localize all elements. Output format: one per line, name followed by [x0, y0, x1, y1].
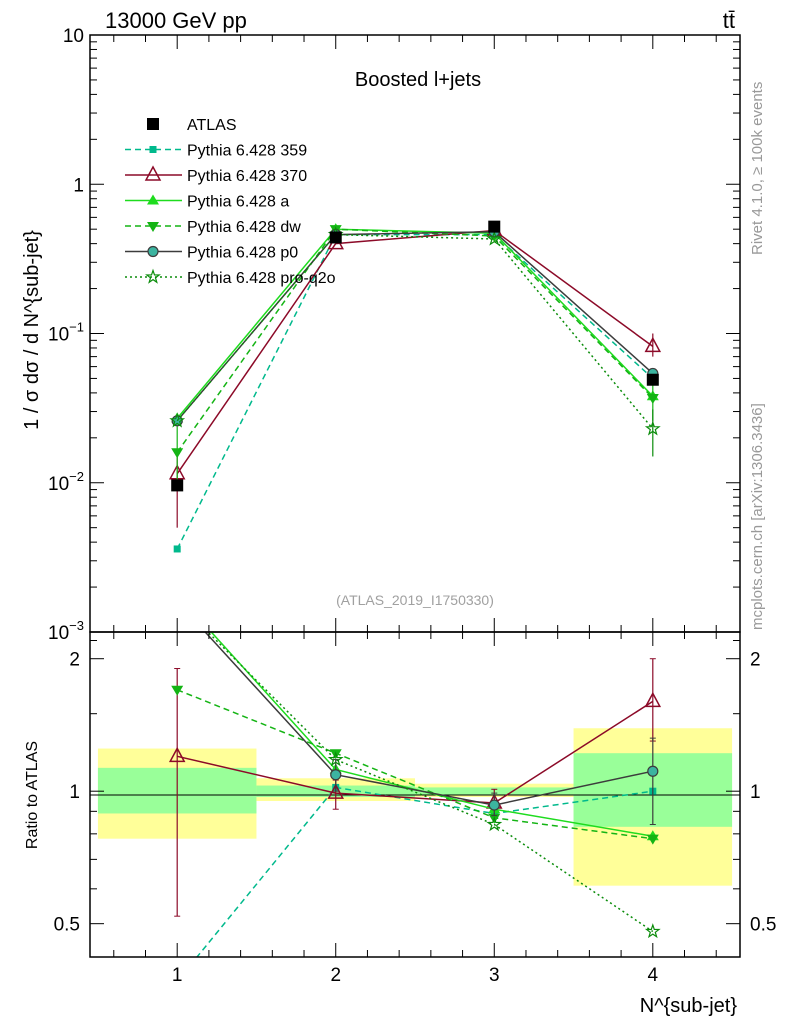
ratio-marker — [171, 588, 183, 598]
data-point — [646, 373, 659, 386]
legend-label: ATLAS — [187, 117, 237, 134]
data-point — [171, 479, 184, 492]
ratio-line — [177, 700, 654, 804]
ratio-axes: 0.5 0.5 1 1 2 2 1 2 3 4 — [54, 632, 776, 986]
ratio-marker — [330, 769, 342, 781]
legend-label: Pythia 6.428 pro-q2o — [187, 270, 336, 287]
legend-marker — [147, 222, 159, 232]
x-tick-label: 3 — [489, 965, 500, 986]
x-tick-label: 2 — [330, 965, 341, 986]
ratio-marker — [172, 596, 182, 606]
analysis-id: (ATLAS_2019_I1750330) — [336, 592, 494, 608]
ratio-panel: 0.5 0.5 1 1 2 2 1 2 3 4 Ratio to ATLAS N^{sub-jet… — [24, 588, 776, 1017]
ratio-bands — [97, 728, 733, 886]
y-tick-exp: −1 — [69, 320, 84, 335]
ratio-line — [204, 632, 653, 806]
series-line — [176, 231, 654, 422]
ratio-tick-label: 1 — [69, 782, 80, 803]
ratio-marker — [647, 765, 659, 777]
legend-label: Pythia 6.428 a — [187, 194, 289, 211]
y-axis-label: 1 / σ dσ / d N^{sub-jet} — [21, 230, 43, 430]
series-line — [176, 229, 654, 475]
x-tick-label: 1 — [172, 965, 183, 986]
legend-label: Pythia 6.428 359 — [187, 143, 307, 160]
ratio-tick-label: 0.5 — [54, 915, 80, 936]
series-marker — [644, 420, 661, 436]
data-point — [329, 231, 342, 244]
mcplots-label: mcplots.cern.ch [arXiv:1306.3436] — [749, 403, 766, 630]
y-tick-base: 10 — [48, 325, 69, 346]
y-tick-exp: −3 — [69, 618, 84, 633]
energy-label: 13000 GeV pp — [105, 8, 247, 33]
legend-marker — [149, 146, 157, 153]
x-tick-label: 4 — [648, 965, 659, 986]
process-label: tt̄ — [723, 8, 735, 33]
legend-label: Pythia 6.428 370 — [187, 168, 307, 185]
ratio-marker — [327, 751, 344, 767]
ratio-marker — [644, 923, 661, 939]
legend-marker — [147, 194, 159, 205]
ratio-tick-label-right: 2 — [750, 650, 761, 671]
legend-label: Pythia 6.428 p0 — [187, 245, 298, 262]
ratio-frame — [89, 631, 741, 958]
legend-marker — [147, 245, 159, 258]
series-line — [176, 233, 654, 430]
series-marker — [644, 336, 662, 353]
y-tick-base: 10 — [48, 474, 69, 495]
ratio-marker — [644, 691, 662, 708]
x-axis-label: N^{sub-jet} — [640, 995, 738, 1017]
series-line — [176, 233, 654, 550]
legend-marker — [144, 165, 162, 181]
legend-marker — [145, 268, 161, 284]
ratio-marker — [168, 746, 186, 763]
y-tick-label: 10 — [63, 26, 84, 47]
legend-label: Pythia 6.428 dw — [187, 219, 301, 236]
series-marker — [486, 230, 503, 246]
series-marker — [646, 393, 659, 404]
series-marker — [171, 448, 184, 459]
rivet-label: Rivet 4.1.0, ≥ 100k events — [749, 82, 766, 255]
ratio-marker — [171, 685, 184, 696]
ratio-marker — [488, 799, 500, 811]
ratio-tick-label-right: 0.5 — [750, 915, 776, 936]
ratio-series — [168, 588, 662, 957]
ratio-line — [176, 689, 653, 840]
y-tick-exp: −2 — [69, 469, 84, 484]
series-line — [176, 228, 654, 419]
ratio-tick-label: 2 — [69, 650, 80, 671]
ratio-line — [196, 786, 653, 957]
series-marker — [169, 412, 186, 428]
ratio-marker — [646, 834, 659, 845]
series-marker — [173, 545, 181, 553]
ratio-marker — [327, 783, 344, 799]
y-tick-label: 10−2 — [48, 469, 84, 495]
chart-title: Boosted l+jets — [355, 69, 481, 91]
ratio-marker — [486, 816, 503, 832]
y-tick-base: 10 — [48, 623, 69, 644]
main-series — [168, 220, 662, 553]
ratio-tick-label-right: 1 — [750, 782, 761, 803]
legend-marker — [147, 118, 159, 130]
y-tick-label: 10−3 — [48, 618, 84, 644]
ratio-line — [206, 632, 654, 933]
y-tick-label: 1 — [73, 175, 84, 196]
legend: ATLAS Pythia 6.428 359 Pythia 6.428 370 Pyt… — [125, 117, 336, 287]
data-point — [488, 220, 501, 233]
ratio-marker — [171, 595, 183, 607]
y-tick-label: 10−1 — [48, 320, 84, 346]
ratio-y-axis-label: Ratio to ATLAS — [24, 741, 41, 849]
series-line — [176, 228, 654, 453]
